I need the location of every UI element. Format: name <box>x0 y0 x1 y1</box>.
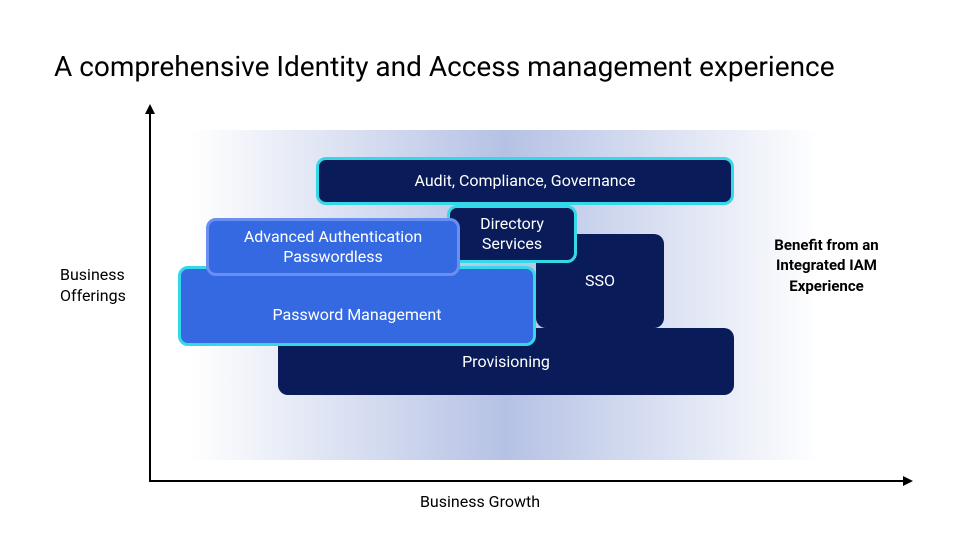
axis-y <box>149 112 151 482</box>
box-password-mgmt: Password Management <box>178 266 536 346</box>
slide-root: A comprehensive Identity and Access mana… <box>0 0 960 540</box>
benefit-callout: Benefit from an Integrated IAM Experienc… <box>744 235 909 296</box>
box-audit-label: Audit, Compliance, Governance <box>415 171 636 191</box>
box-sso-label: SSO <box>585 271 615 291</box>
box-audit: Audit, Compliance, Governance <box>316 157 734 205</box>
axis-x <box>149 480 905 482</box>
box-adv-auth: Advanced Authentication Passwordless <box>206 218 460 276</box>
box-password-mgmt-label: Password Management <box>273 305 442 339</box>
box-adv-auth-label: Advanced Authentication Passwordless <box>219 227 447 267</box>
axis-y-label: Business Offerings <box>60 265 140 307</box>
box-directory: Directory Services <box>447 205 577 263</box>
box-directory-label: Directory Services <box>460 214 564 254</box>
page-title: A comprehensive Identity and Access mana… <box>54 50 835 83</box>
axis-x-label: Business Growth <box>0 492 960 511</box>
box-provisioning-label: Provisioning <box>462 352 550 372</box>
